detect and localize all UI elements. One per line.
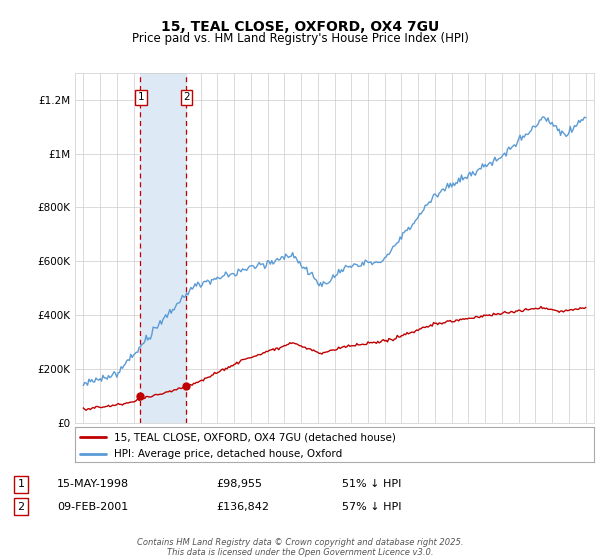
Text: 15, TEAL CLOSE, OXFORD, OX4 7GU: 15, TEAL CLOSE, OXFORD, OX4 7GU	[161, 20, 439, 34]
Text: 2: 2	[17, 502, 25, 512]
Bar	[140, 73, 185, 423]
Text: Contains HM Land Registry data © Crown copyright and database right 2025.
This d: Contains HM Land Registry data © Crown c…	[137, 538, 463, 557]
Text: 09-FEB-2001: 09-FEB-2001	[57, 502, 128, 512]
Text: 15-MAY-1998: 15-MAY-1998	[57, 479, 129, 489]
Text: 15, TEAL CLOSE, OXFORD, OX4 7GU (detached house): 15, TEAL CLOSE, OXFORD, OX4 7GU (detache…	[114, 432, 396, 442]
Text: 2: 2	[183, 92, 190, 102]
Text: 1: 1	[17, 479, 25, 489]
Text: £136,842: £136,842	[216, 502, 269, 512]
Text: 1: 1	[137, 92, 144, 102]
Text: £98,955: £98,955	[216, 479, 262, 489]
Text: HPI: Average price, detached house, Oxford: HPI: Average price, detached house, Oxfo…	[114, 449, 342, 459]
Text: 51% ↓ HPI: 51% ↓ HPI	[342, 479, 401, 489]
Text: Price paid vs. HM Land Registry's House Price Index (HPI): Price paid vs. HM Land Registry's House …	[131, 32, 469, 45]
Text: 57% ↓ HPI: 57% ↓ HPI	[342, 502, 401, 512]
